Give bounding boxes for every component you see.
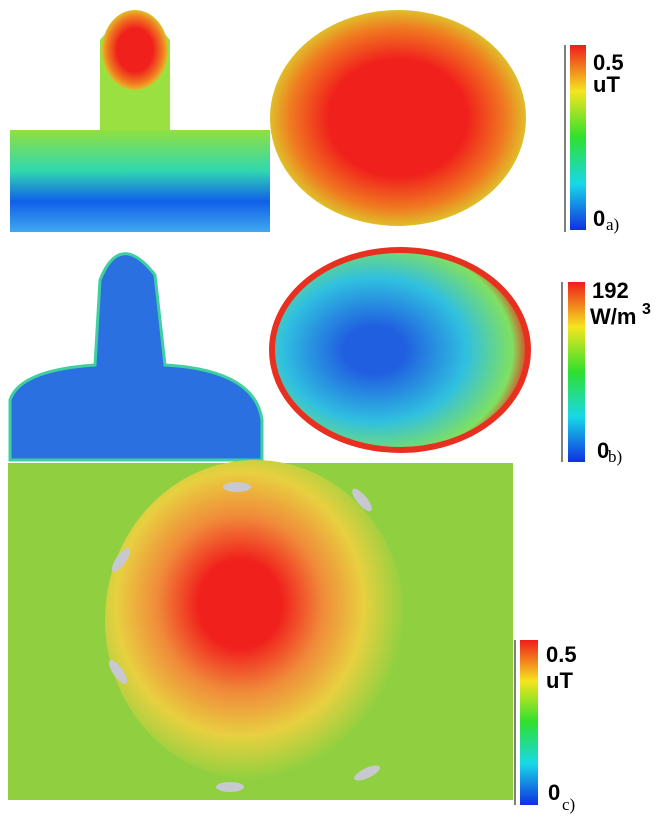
colorbar xyxy=(568,282,585,462)
panel-b: 192 W/m 3 0 b) xyxy=(10,250,651,466)
colorbar xyxy=(520,640,538,805)
figure: 0.5 uT 0 a) 192 W/m 3 0 b) 0.5 uT 0 c) xyxy=(0,0,669,825)
head-top-sar-map xyxy=(272,250,528,450)
colorbar-unit-superscript: 3 xyxy=(642,301,651,318)
colorbar-unit: uT xyxy=(593,72,620,97)
colorbar-min: 0 xyxy=(548,780,560,805)
coil xyxy=(216,782,244,792)
colorbar xyxy=(570,45,586,230)
colorbar-unit: uT xyxy=(546,668,573,693)
colorbar-min: 0 xyxy=(593,206,605,231)
panel-label: a) xyxy=(606,215,619,234)
colorbar-unit: W/m xyxy=(590,304,636,329)
body-sar-map xyxy=(10,254,262,460)
coil xyxy=(223,482,251,492)
panel-a: 0.5 uT 0 a) xyxy=(10,10,624,234)
panel-label: c) xyxy=(562,795,575,814)
field-hotspot xyxy=(105,460,405,780)
panel-label: b) xyxy=(608,447,622,466)
head-map xyxy=(102,10,168,90)
torso-map xyxy=(10,130,270,232)
colorbar-max: 192 xyxy=(592,278,629,303)
panel-c: 0.5 uT 0 c) xyxy=(8,460,577,814)
colorbar-max: 0.5 xyxy=(546,642,577,667)
head-top-map xyxy=(270,10,526,226)
